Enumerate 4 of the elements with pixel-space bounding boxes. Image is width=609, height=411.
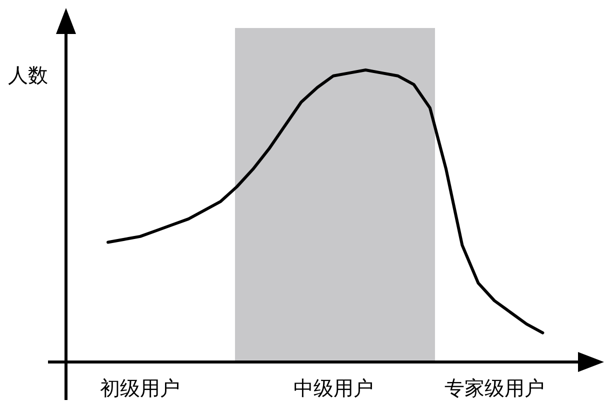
y-axis-title: 人数 — [8, 63, 48, 87]
x-tick-label: 初级用户 — [100, 376, 180, 400]
x-tick-label: 中级用户 — [293, 376, 374, 400]
x-tick-label: 专家级用户 — [444, 376, 544, 400]
